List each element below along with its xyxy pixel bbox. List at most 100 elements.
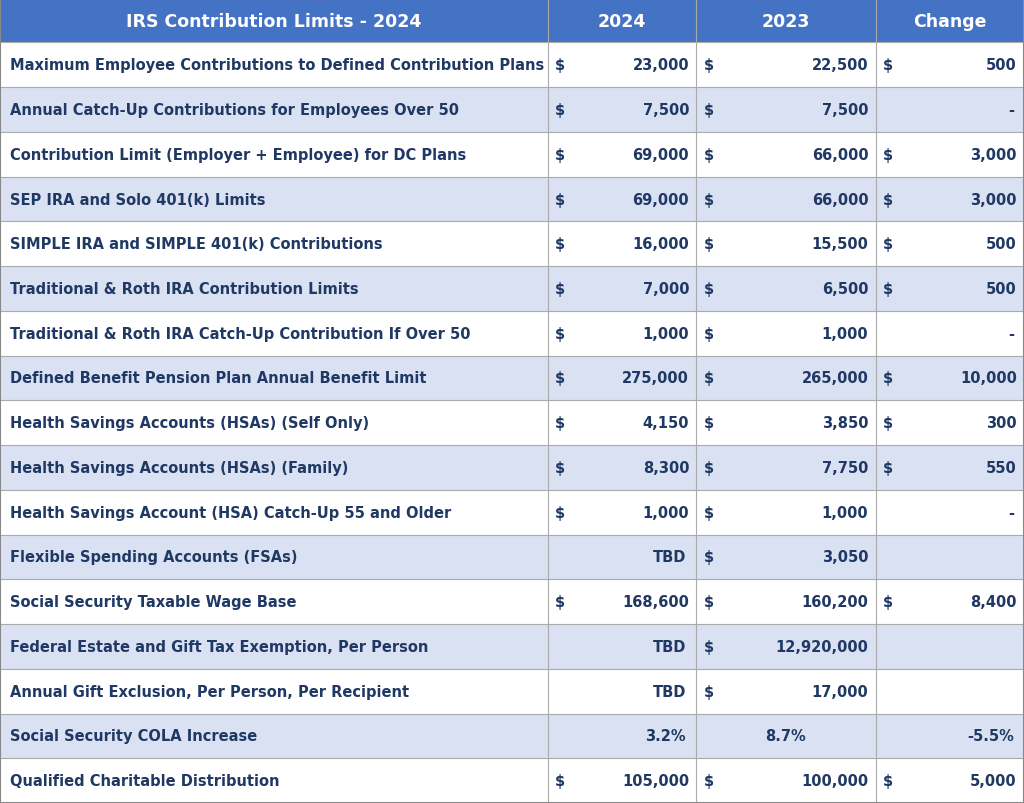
Text: 275,000: 275,000 (623, 371, 689, 386)
Text: $: $ (555, 192, 565, 207)
Text: $: $ (555, 371, 565, 386)
Bar (0, 43, 548, 88)
Text: 5,000: 5,000 (970, 773, 1017, 789)
Bar (876, 43, 1024, 88)
Bar (548, 132, 696, 177)
Text: $: $ (555, 594, 565, 609)
Bar (0, 357, 548, 401)
Bar (876, 535, 1024, 580)
Bar (0, 222, 548, 267)
Text: $: $ (703, 460, 714, 475)
Bar (0, 401, 548, 446)
Text: Social Security Taxable Wage Base: Social Security Taxable Wage Base (10, 594, 297, 609)
Bar (548, 624, 696, 669)
Bar (876, 490, 1024, 535)
Text: 4,150: 4,150 (643, 416, 689, 430)
Text: Health Savings Accounts (HSAs) (Self Only): Health Savings Accounts (HSAs) (Self Onl… (10, 416, 370, 430)
Bar (876, 401, 1024, 446)
Text: $: $ (883, 416, 893, 430)
Text: 550: 550 (986, 460, 1017, 475)
Text: 10,000: 10,000 (959, 371, 1017, 386)
Text: $: $ (703, 371, 714, 386)
Text: 265,000: 265,000 (802, 371, 868, 386)
Text: SEP IRA and Solo 401(k) Limits: SEP IRA and Solo 401(k) Limits (10, 192, 266, 207)
Bar (696, 535, 876, 580)
Bar (548, 88, 696, 132)
Bar (696, 714, 876, 758)
Text: $: $ (703, 192, 714, 207)
Bar (876, 758, 1024, 803)
Text: $: $ (883, 460, 893, 475)
Text: $: $ (555, 103, 565, 118)
Text: 7,500: 7,500 (643, 103, 689, 118)
Bar (696, 490, 876, 535)
Text: 8.7%: 8.7% (766, 728, 806, 744)
Text: TBD: TBD (652, 684, 686, 699)
Text: 3,000: 3,000 (971, 148, 1017, 162)
Text: Health Savings Account (HSA) Catch-Up 55 and Older: Health Savings Account (HSA) Catch-Up 55… (10, 505, 452, 520)
Bar (696, 43, 876, 88)
Text: $: $ (703, 103, 714, 118)
Text: 2024: 2024 (598, 13, 646, 31)
Bar (696, 580, 876, 624)
Bar (548, 0, 696, 43)
Bar (548, 490, 696, 535)
Bar (548, 177, 696, 222)
Bar (696, 624, 876, 669)
Text: Contribution Limit (Employer + Employee) for DC Plans: Contribution Limit (Employer + Employee)… (10, 148, 467, 162)
Bar (548, 758, 696, 803)
Text: 8,400: 8,400 (971, 594, 1017, 609)
Text: 69,000: 69,000 (633, 192, 689, 207)
Text: 17,000: 17,000 (812, 684, 868, 699)
Text: Federal Estate and Gift Tax Exemption, Per Person: Federal Estate and Gift Tax Exemption, P… (10, 639, 429, 654)
Bar (548, 669, 696, 714)
Text: $: $ (703, 773, 714, 789)
Bar (876, 714, 1024, 758)
Text: 500: 500 (986, 58, 1017, 73)
Text: 105,000: 105,000 (622, 773, 689, 789)
Text: 1,000: 1,000 (642, 505, 689, 520)
Bar (876, 88, 1024, 132)
Text: $: $ (703, 550, 714, 565)
Text: 6,500: 6,500 (822, 282, 868, 296)
Bar (696, 401, 876, 446)
Text: $: $ (703, 416, 714, 430)
Bar (548, 446, 696, 490)
Text: 2023: 2023 (762, 13, 810, 31)
Text: 3.2%: 3.2% (645, 728, 686, 744)
Text: 7,000: 7,000 (643, 282, 689, 296)
Bar (876, 312, 1024, 357)
Text: 7,750: 7,750 (822, 460, 868, 475)
Bar (696, 357, 876, 401)
Bar (548, 312, 696, 357)
Bar (696, 669, 876, 714)
Bar (548, 267, 696, 312)
Text: 500: 500 (986, 237, 1017, 252)
Text: $: $ (555, 148, 565, 162)
Text: 500: 500 (986, 282, 1017, 296)
Bar (0, 758, 548, 803)
Bar (548, 714, 696, 758)
Text: 23,000: 23,000 (633, 58, 689, 73)
Bar (0, 446, 548, 490)
Text: 66,000: 66,000 (812, 192, 868, 207)
Text: Maximum Employee Contributions to Defined Contribution Plans: Maximum Employee Contributions to Define… (10, 58, 545, 73)
Bar (696, 312, 876, 357)
Text: Social Security COLA Increase: Social Security COLA Increase (10, 728, 257, 744)
Text: Annual Gift Exclusion, Per Person, Per Recipient: Annual Gift Exclusion, Per Person, Per R… (10, 684, 410, 699)
Text: Health Savings Accounts (HSAs) (Family): Health Savings Accounts (HSAs) (Family) (10, 460, 348, 475)
Bar (876, 669, 1024, 714)
Text: -: - (1008, 326, 1014, 341)
Text: -: - (1008, 103, 1014, 118)
Text: $: $ (703, 505, 714, 520)
Text: $: $ (883, 148, 893, 162)
Text: 100,000: 100,000 (801, 773, 868, 789)
Bar (548, 43, 696, 88)
Text: 160,200: 160,200 (802, 594, 868, 609)
Text: 1,000: 1,000 (821, 326, 868, 341)
Text: $: $ (883, 773, 893, 789)
Bar (876, 267, 1024, 312)
Bar (0, 580, 548, 624)
Bar (876, 580, 1024, 624)
Bar (876, 446, 1024, 490)
